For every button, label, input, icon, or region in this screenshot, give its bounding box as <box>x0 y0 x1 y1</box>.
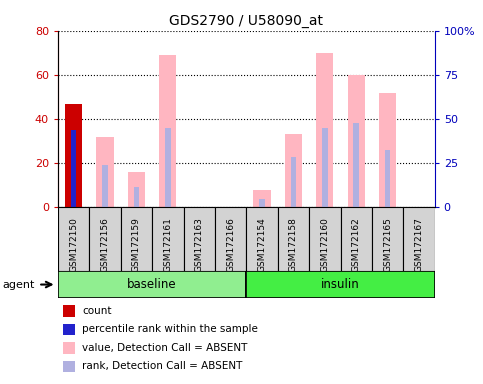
Bar <box>285 134 302 207</box>
FancyBboxPatch shape <box>215 207 246 271</box>
Bar <box>316 53 333 207</box>
FancyBboxPatch shape <box>121 207 152 271</box>
Text: GSM172161: GSM172161 <box>163 217 172 272</box>
FancyBboxPatch shape <box>403 207 435 271</box>
Text: GSM172166: GSM172166 <box>226 217 235 272</box>
Text: GSM172163: GSM172163 <box>195 217 204 272</box>
FancyBboxPatch shape <box>89 207 121 271</box>
Title: GDS2790 / U58090_at: GDS2790 / U58090_at <box>170 14 323 28</box>
FancyBboxPatch shape <box>246 271 435 298</box>
Bar <box>379 93 396 207</box>
Text: GSM172158: GSM172158 <box>289 217 298 272</box>
Text: GSM172160: GSM172160 <box>320 217 329 272</box>
Bar <box>291 157 296 207</box>
Bar <box>254 190 270 207</box>
Text: baseline: baseline <box>128 278 177 291</box>
FancyBboxPatch shape <box>246 207 278 271</box>
Text: insulin: insulin <box>321 278 360 291</box>
Text: rank, Detection Call = ABSENT: rank, Detection Call = ABSENT <box>82 361 242 371</box>
FancyBboxPatch shape <box>58 207 89 271</box>
Text: GSM172154: GSM172154 <box>257 217 267 271</box>
Bar <box>348 75 365 207</box>
FancyBboxPatch shape <box>152 207 184 271</box>
Bar <box>159 55 176 207</box>
Bar <box>65 104 82 207</box>
FancyBboxPatch shape <box>278 207 309 271</box>
FancyBboxPatch shape <box>372 207 403 271</box>
Text: GSM172150: GSM172150 <box>69 217 78 272</box>
Text: count: count <box>82 306 112 316</box>
FancyBboxPatch shape <box>341 207 372 271</box>
Bar <box>165 128 170 207</box>
Text: percentile rank within the sample: percentile rank within the sample <box>82 324 258 334</box>
Text: value, Detection Call = ABSENT: value, Detection Call = ABSENT <box>82 343 247 353</box>
Bar <box>71 130 76 207</box>
Text: agent: agent <box>2 280 35 290</box>
Bar <box>259 199 265 207</box>
Text: GSM172167: GSM172167 <box>414 217 424 272</box>
Bar <box>322 128 327 207</box>
Bar <box>354 123 359 207</box>
Bar <box>134 187 139 207</box>
FancyBboxPatch shape <box>309 207 341 271</box>
Bar <box>385 150 390 207</box>
Bar <box>102 166 108 207</box>
Bar <box>128 172 145 207</box>
FancyBboxPatch shape <box>58 271 246 298</box>
Bar <box>97 137 114 207</box>
FancyBboxPatch shape <box>184 207 215 271</box>
Text: GSM172156: GSM172156 <box>100 217 110 272</box>
Text: GSM172162: GSM172162 <box>352 217 361 271</box>
Text: GSM172165: GSM172165 <box>383 217 392 272</box>
Text: GSM172159: GSM172159 <box>132 217 141 272</box>
